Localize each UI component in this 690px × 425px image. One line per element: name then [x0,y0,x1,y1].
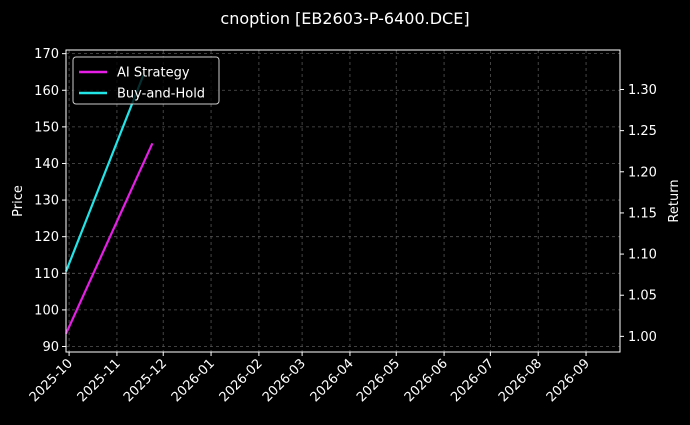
y-tick-label-right: 1.05 [628,289,657,304]
legend-label: Buy-and-Hold [117,87,205,102]
plot-frame [65,49,621,353]
y-tick-label-left: 90 [42,340,59,355]
legend: AI Strategy Buy-and-Hold [72,56,220,105]
y-tick-label-left: 150 [34,120,59,135]
y-tick-label-right: 1.30 [628,83,657,98]
y-tick-label-right: 1.25 [628,124,657,139]
series-line-buy-and-hold [64,75,145,272]
y-tick-label-left: 130 [34,194,59,209]
chart-title: cnoption [EB2603-P-6400.DCE] [220,9,469,28]
series-layer [64,75,154,335]
y-tick-label-right: 1.10 [628,248,657,263]
y-tick-label-left: 170 [34,47,59,62]
y-axis-label-left: Price [11,185,26,217]
y-axis-label-right: Return [667,179,682,222]
y-tick-label-left: 120 [34,230,59,245]
series-line-ai-strategy [64,142,154,335]
y-tick-label-left: 160 [34,84,59,99]
y-tick-label-left: 100 [34,303,59,318]
y-tick-label-right: 1.15 [628,206,657,221]
legend-box [72,56,220,105]
y-tick-label-left: 110 [34,267,59,282]
legend-label: AI Strategy [117,66,190,81]
y-tick-label-right: 1.00 [628,330,657,345]
y-tick-label-right: 1.20 [628,165,657,180]
y-tick-label-left: 140 [34,157,59,172]
